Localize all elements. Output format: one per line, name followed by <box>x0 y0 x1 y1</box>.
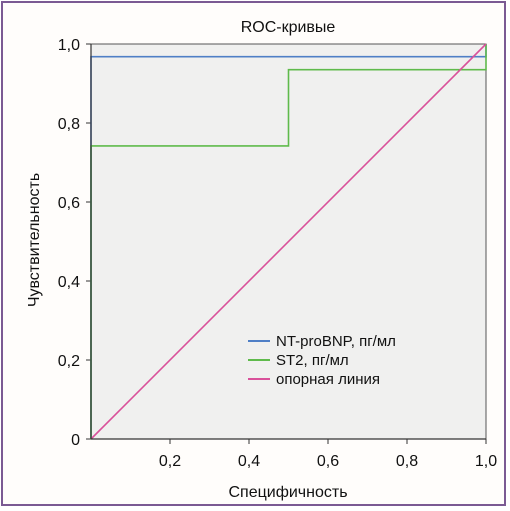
legend-label: NT-proBNP, пг/мл <box>276 333 396 350</box>
y-tick-label: 0,2 <box>58 353 80 370</box>
y-tick-label: 0,6 <box>58 195 80 212</box>
legend-label: ST2, пг/мл <box>276 352 349 369</box>
x-tick-label: 0,8 <box>396 453 418 470</box>
legend-label: опорная линия <box>276 371 380 388</box>
y-axis-label: Чувствительность <box>26 173 43 307</box>
legend: NT-proBNP, пг/мл ST2, пг/мл опорная линия <box>248 333 396 388</box>
x-tick-label: 0,4 <box>238 453 260 470</box>
y-tick-label: 0,8 <box>58 116 80 133</box>
x-tick-label: 0,2 <box>159 453 181 470</box>
y-tick-label: 0,4 <box>58 274 80 291</box>
x-tick-label: 0,6 <box>317 453 339 470</box>
x-axis-label: Специфичность <box>228 484 347 501</box>
axis-ticks: 0,2 0,4 0,6 0,8 1,0 0 0,2 0,4 0,6 0,8 1,0 <box>58 37 497 470</box>
series-line-2 <box>90 43 487 440</box>
y-tick-label: 0 <box>71 432 80 449</box>
chart-title: ROC-кривые <box>241 19 336 36</box>
x-tick-label: 1,0 <box>475 453 497 470</box>
y-tick-label: 1,0 <box>58 37 80 54</box>
